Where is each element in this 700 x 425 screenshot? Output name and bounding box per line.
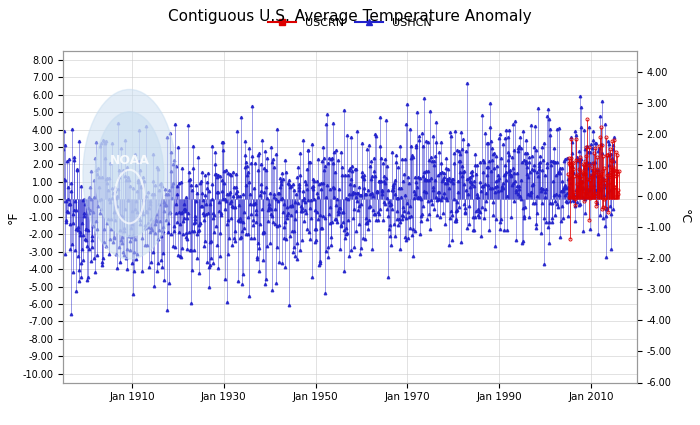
Y-axis label: °F: °F xyxy=(6,210,20,224)
Legend: USCRN, USHCN: USCRN, USHCN xyxy=(264,14,436,32)
Y-axis label: °C: °C xyxy=(678,209,690,224)
Text: NOAA: NOAA xyxy=(110,154,149,167)
Circle shape xyxy=(95,112,164,237)
Text: Contiguous U.S. Average Temperature Anomaly: Contiguous U.S. Average Temperature Anom… xyxy=(168,8,532,23)
Circle shape xyxy=(83,90,176,259)
